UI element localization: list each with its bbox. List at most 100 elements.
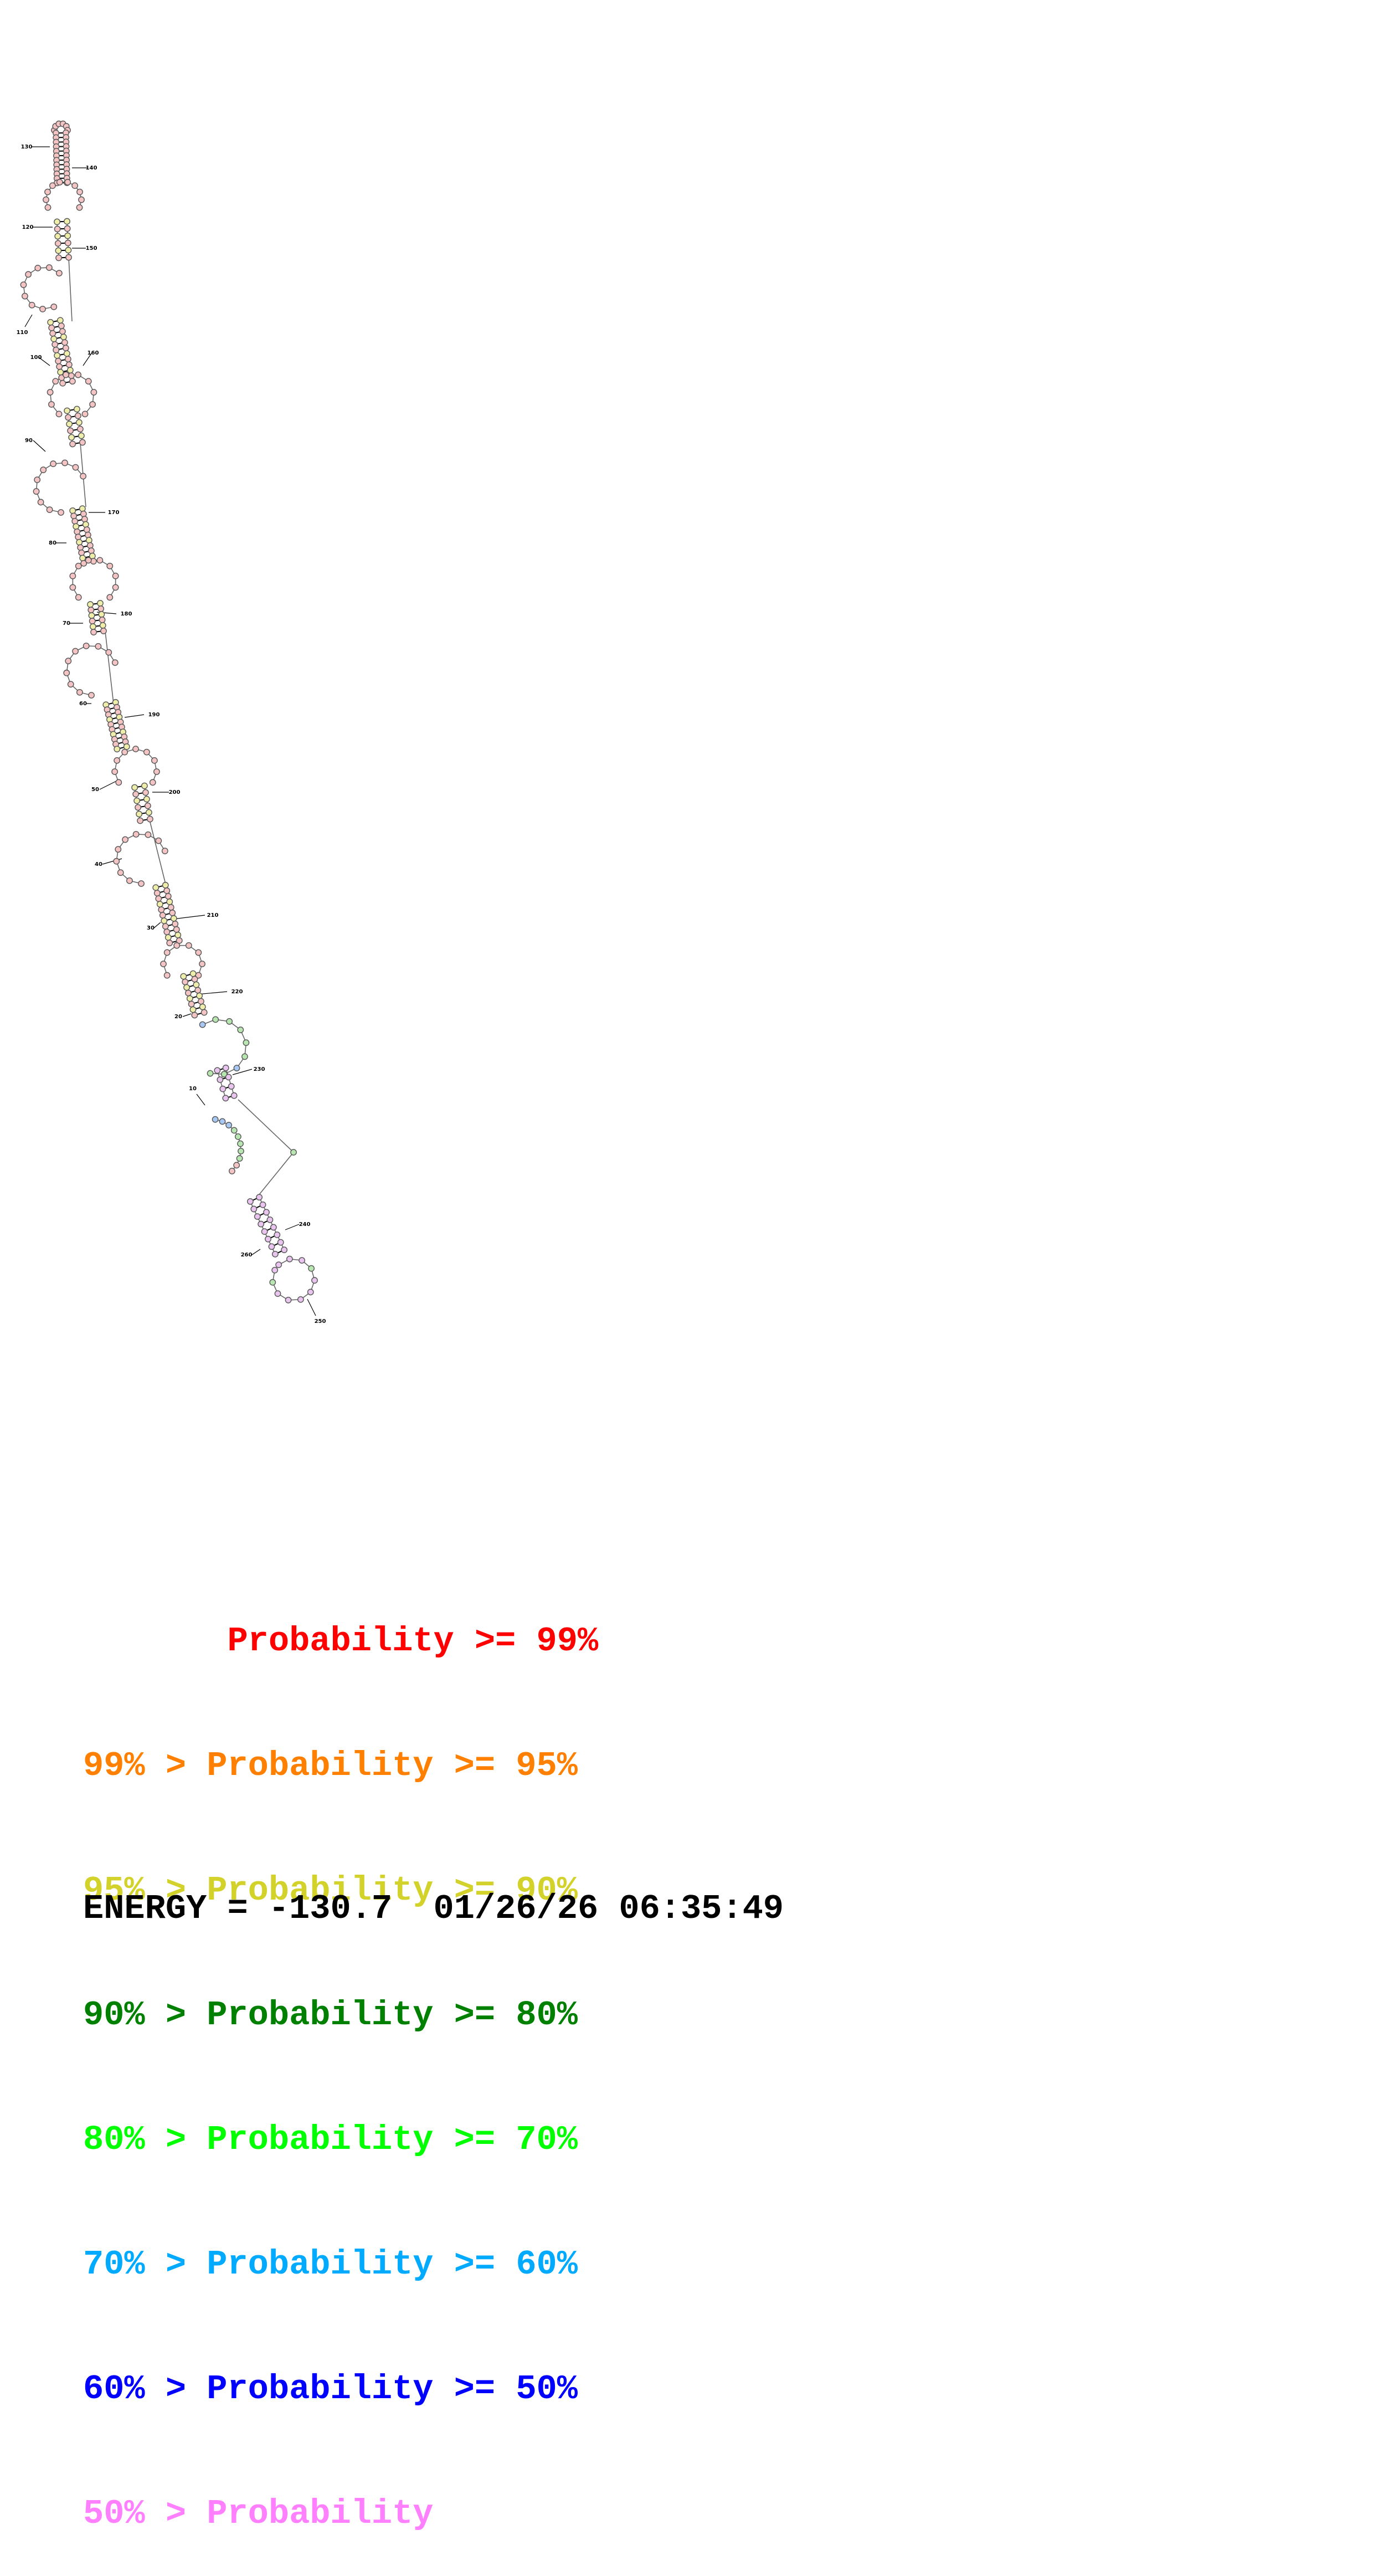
nucleotide [199,961,205,967]
nucleotide [65,233,70,238]
nucleotide [75,534,81,540]
nucleotide [97,601,103,606]
nucleotide [144,749,150,755]
nucleotide [219,1118,225,1124]
backbone [105,632,114,704]
nucleotide [81,511,86,516]
nucleotide [242,1054,248,1059]
nucleotide [115,846,121,852]
nucleotide [69,373,74,378]
nucleotide [195,987,200,993]
nucleotide [56,270,62,276]
nucleotide [312,1277,317,1283]
index-tick [252,1249,260,1255]
nucleotide [225,1074,231,1080]
nucleotide [168,905,174,910]
nucleotide [144,796,150,802]
nucleotide [69,434,74,440]
nucleotide [190,971,196,976]
index-tick [307,1299,316,1316]
nucleotide [146,809,152,815]
nucleotide [220,1086,225,1091]
nucleotide [73,648,78,654]
index-label: 180 [121,611,132,617]
nucleotide [223,1065,228,1071]
nucleotide [52,342,58,347]
nucleotide [172,921,178,927]
nucleotide [73,524,79,529]
nucleotide [70,378,75,384]
nucleotide [171,916,177,921]
nucleotide [243,1040,249,1045]
nucleotide [142,783,147,788]
nucleotide [73,464,78,470]
nucleotide [74,529,80,535]
nucleotide [272,1268,277,1273]
nucleotide [232,1127,237,1133]
nucleotide [76,563,81,569]
nucleotide [55,240,61,246]
nucleotide [88,602,93,607]
nucleotide [25,271,31,277]
nucleotide [106,649,111,655]
nucleotide [152,758,157,763]
nucleotide [135,804,141,810]
nucleotide [143,789,148,795]
index-label: 70 [63,620,70,627]
nucleotide [175,932,181,938]
nucleotide [169,910,175,916]
rna-structure-diagram: 1301401201501101001609017080180706019050… [0,0,1373,1440]
nucleotide [95,644,101,649]
nucleotide [116,779,121,785]
nucleotide [199,1022,205,1027]
nucleotide [147,816,153,822]
nucleotide [112,584,118,590]
nucleotide [156,838,161,843]
nucleotide [269,1244,274,1249]
nucleotide [61,334,66,340]
nucleotide [89,548,94,553]
index-label: 30 [147,925,155,931]
nucleotide [72,183,78,188]
nucleotide [287,1256,292,1261]
nucleotide [64,225,70,231]
nucleotide [49,402,54,407]
nucleotide [112,573,118,578]
index-label: 210 [207,912,219,918]
nucleotide [308,1289,313,1295]
nucleotide [63,345,69,351]
nucleotide [35,265,40,271]
nucleotide [64,351,70,356]
nucleotide [48,320,53,325]
nucleotide [260,1202,265,1208]
nucleotide [107,594,112,600]
nucleotide [124,744,130,750]
nucleotide [54,226,60,232]
nucleotide [261,1229,267,1234]
nucleotide [187,995,193,1001]
nucleotide [79,197,84,202]
index-label: 160 [88,350,99,356]
nucleotide [196,950,201,955]
nucleotide [40,306,45,312]
nucleotide [166,894,171,899]
nucleotide [54,219,60,224]
nucleotide [100,623,106,628]
nucleotide [164,950,169,955]
backbone [238,1100,294,1152]
nucleotide [138,881,144,886]
legend-row-70: 80% > Probability >= 70% [83,2119,598,2161]
nucleotide [161,961,166,967]
nucleotide [66,254,71,260]
nucleotide [201,1009,207,1015]
nucleotide [65,240,71,245]
nucleotide [238,1148,244,1154]
nucleotide [66,362,72,367]
nucleotide [74,406,80,412]
nucleotide [58,317,63,323]
index-label: 10 [189,1086,197,1092]
nucleotide [164,972,169,978]
index-tick [154,922,161,928]
nucleotide [136,811,142,817]
backbone [69,258,72,321]
